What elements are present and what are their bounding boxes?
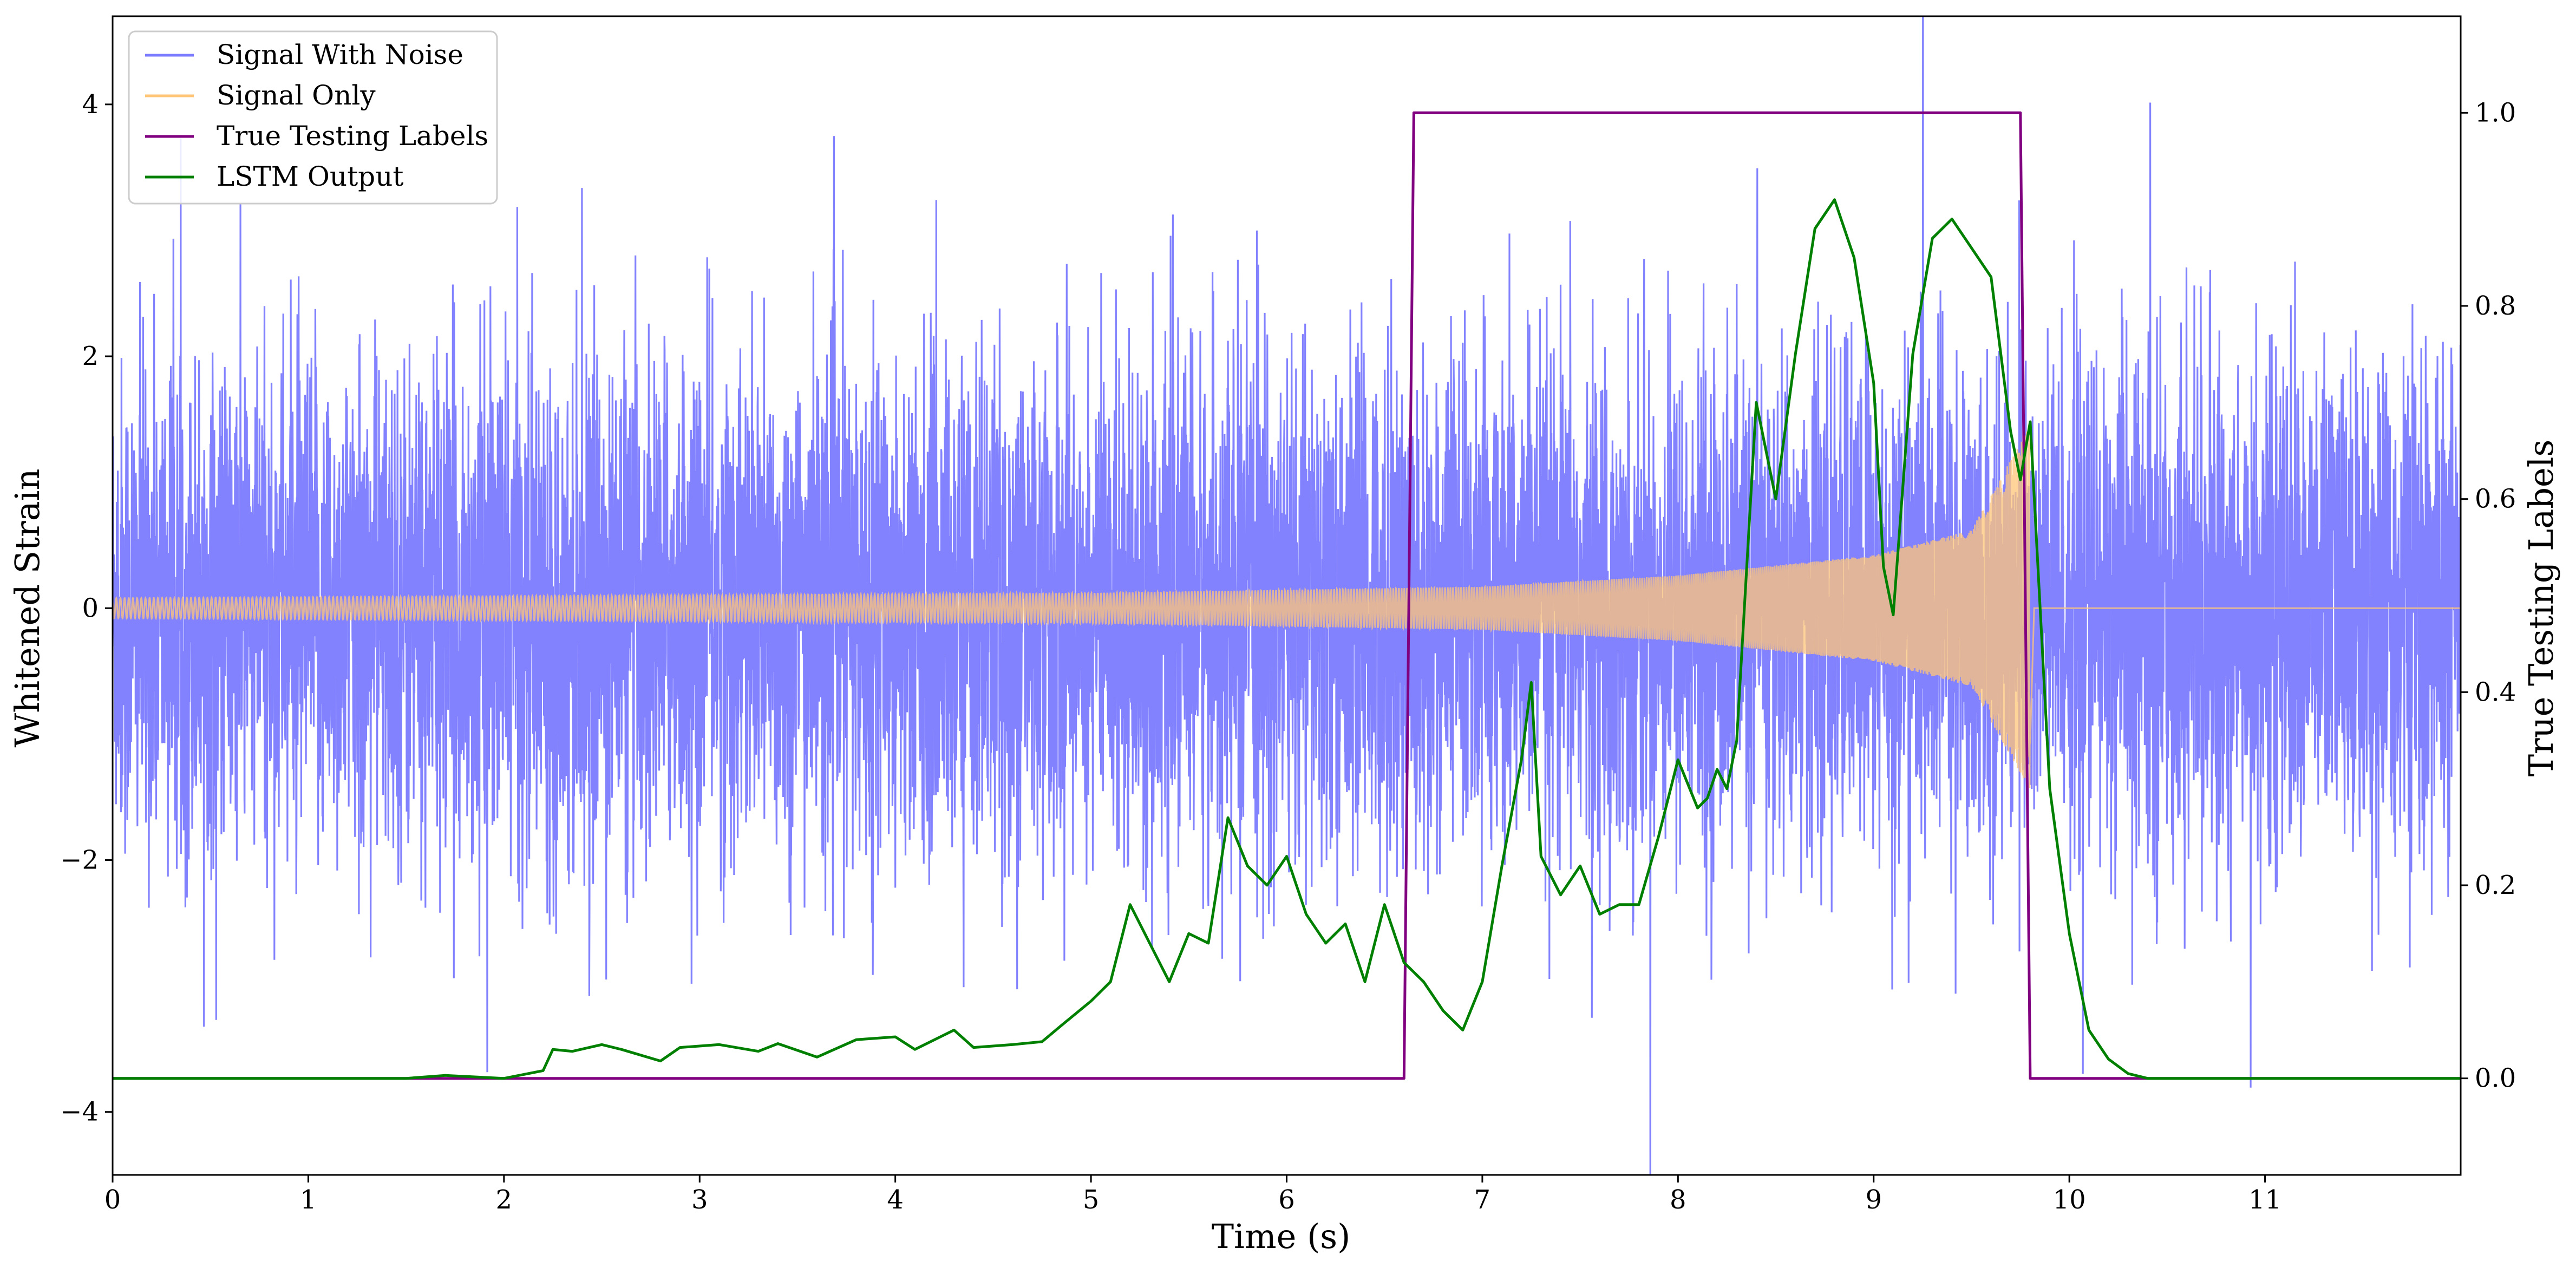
x-tick-label: 9 bbox=[1865, 1185, 1882, 1215]
series-signal-only bbox=[113, 429, 2461, 788]
x-tick-label: 5 bbox=[1083, 1185, 1100, 1215]
y-tick-label: −4 bbox=[60, 1097, 99, 1127]
x-tick-label: 0 bbox=[104, 1185, 121, 1215]
x-tick-label: 8 bbox=[1670, 1185, 1686, 1215]
y2-tick-label: 0.4 bbox=[2475, 677, 2516, 707]
legend-box bbox=[128, 30, 498, 205]
x-tick-label: 11 bbox=[2248, 1185, 2281, 1215]
legend-label-signal-only: Signal Only bbox=[217, 80, 376, 111]
legend-label-true-testing-labels: True Testing Labels bbox=[217, 120, 488, 152]
x-tick-label: 7 bbox=[1474, 1185, 1491, 1215]
series-layer bbox=[113, 16, 2461, 1175]
y2-tick-label: 0.0 bbox=[2475, 1063, 2516, 1094]
series-lstm-output bbox=[113, 198, 2461, 1080]
y-tick-label: −2 bbox=[60, 845, 99, 875]
y2-tick-label: 0.2 bbox=[2475, 870, 2516, 900]
x-axis-label: Time (s) bbox=[1212, 1217, 1351, 1256]
series-true-testing-labels bbox=[113, 111, 2461, 1080]
y2-tick-label: 0.8 bbox=[2475, 291, 2516, 321]
legend-label-lstm-output: LSTM Output bbox=[217, 161, 403, 192]
axes-layer: 0 1 2 3 4 5 6 7 8 9 10 11 −4 −2 0 2 4 0.0 0.2 0.4 0.6 0.8 1.0 bbox=[60, 89, 2516, 1215]
y-tick-label: 2 bbox=[82, 341, 99, 371]
y2-tick-label: 0.6 bbox=[2475, 484, 2516, 514]
x-tick-label: 4 bbox=[887, 1185, 904, 1215]
x-tick-label: 10 bbox=[2053, 1185, 2086, 1215]
y-axis-label: Whitened Strain bbox=[8, 469, 47, 748]
y-tick-label: 4 bbox=[82, 89, 99, 120]
y2-axis-label: True Testing Labels bbox=[2521, 440, 2561, 777]
legend: Signal With Noise Signal Only True Testi… bbox=[128, 30, 498, 205]
y-tick-label: 0 bbox=[82, 593, 99, 623]
legend-label-signal-with-noise: Signal With Noise bbox=[217, 39, 463, 70]
x-tick-label: 1 bbox=[300, 1185, 317, 1215]
x-tick-label: 3 bbox=[691, 1185, 708, 1215]
x-tick-label: 2 bbox=[496, 1185, 513, 1215]
y2-tick-label: 1.0 bbox=[2475, 97, 2516, 128]
x-tick-label: 6 bbox=[1278, 1185, 1295, 1215]
